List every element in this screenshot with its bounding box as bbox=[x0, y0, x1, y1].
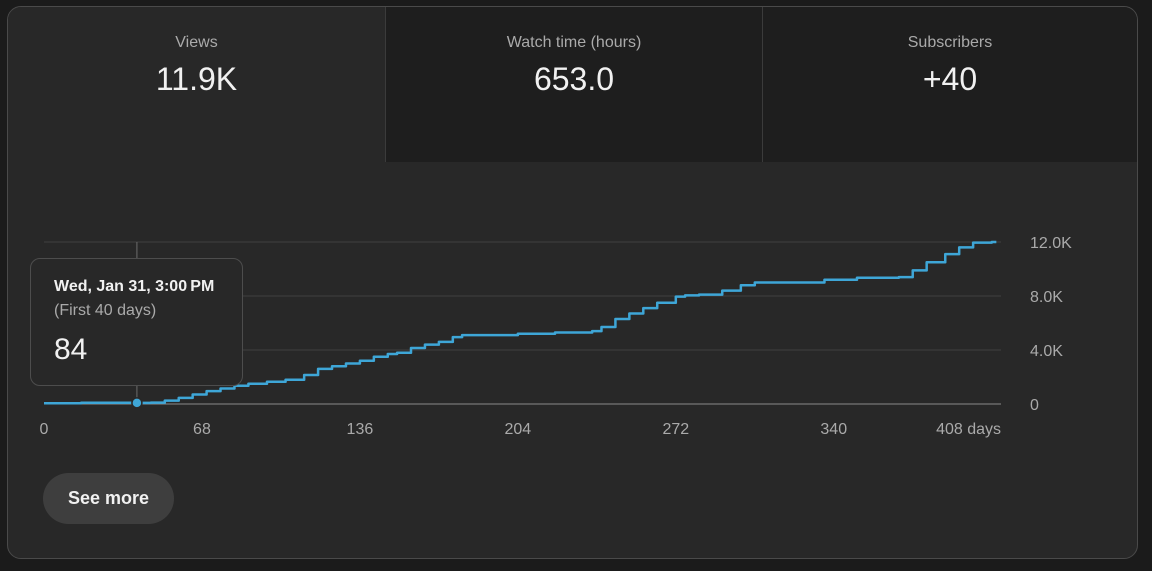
x-tick-label: 272 bbox=[662, 421, 689, 438]
tooltip-date: Wed, Jan 31, 3:00 PM bbox=[54, 278, 215, 295]
tab-subscribers-value: +40 bbox=[922, 61, 978, 97]
tooltip-range: (First 40 days) bbox=[54, 302, 157, 319]
x-tick-label: 408 days bbox=[936, 421, 1001, 438]
tab-watch-time-label: Watch time (hours) bbox=[506, 34, 642, 51]
y-tick-label: 0 bbox=[1030, 397, 1039, 414]
tab-views[interactable]: Views 11.9K bbox=[8, 7, 385, 162]
x-tick-label: 136 bbox=[347, 421, 374, 438]
x-tick-label: 68 bbox=[193, 421, 211, 438]
tab-subscribers[interactable]: Subscribers +40 bbox=[762, 7, 1137, 162]
highlight-point bbox=[131, 397, 143, 409]
tab-views-value: 11.9K bbox=[155, 61, 238, 97]
chart-tooltip: Wed, Jan 31, 3:00 PM (First 40 days) 84 bbox=[30, 258, 243, 386]
x-tick-label: 340 bbox=[820, 421, 847, 438]
tab-watch-time[interactable]: Watch time (hours) 653.0 bbox=[385, 7, 762, 162]
y-tick-label: 12.0K bbox=[1030, 235, 1072, 252]
tooltip-value: 84 bbox=[54, 333, 88, 366]
views-line-chart[interactable]: 0 4.0K 8.0K 12.0K 0 68 136 204 272 340 408 days bbox=[8, 7, 1137, 558]
y-tick-label: 4.0K bbox=[1030, 343, 1063, 360]
x-tick-label: 0 bbox=[40, 421, 49, 438]
y-tick-label: 8.0K bbox=[1030, 289, 1063, 306]
tab-subscribers-label: Subscribers bbox=[907, 34, 993, 51]
x-tick-label: 204 bbox=[505, 421, 532, 438]
views-series-line bbox=[44, 240, 997, 405]
tab-watch-time-value: 653.0 bbox=[533, 61, 615, 97]
tab-views-label: Views bbox=[175, 34, 218, 51]
metric-tabs: Views 11.9K Watch time (hours) 653.0 Sub… bbox=[8, 7, 1137, 162]
analytics-card: Views 11.9K Watch time (hours) 653.0 Sub… bbox=[7, 6, 1138, 559]
see-more-button[interactable]: See more bbox=[43, 473, 174, 524]
